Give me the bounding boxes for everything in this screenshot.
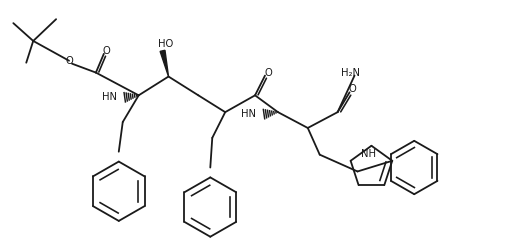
- Polygon shape: [160, 50, 168, 76]
- Text: O: O: [264, 67, 272, 78]
- Text: HO: HO: [158, 39, 173, 49]
- Text: O: O: [349, 84, 356, 94]
- Text: HN: HN: [102, 92, 117, 102]
- Text: H₂N: H₂N: [340, 67, 359, 78]
- Text: O: O: [103, 46, 110, 56]
- Text: NH: NH: [361, 149, 376, 159]
- Text: HN: HN: [241, 109, 256, 119]
- Text: O: O: [65, 56, 73, 66]
